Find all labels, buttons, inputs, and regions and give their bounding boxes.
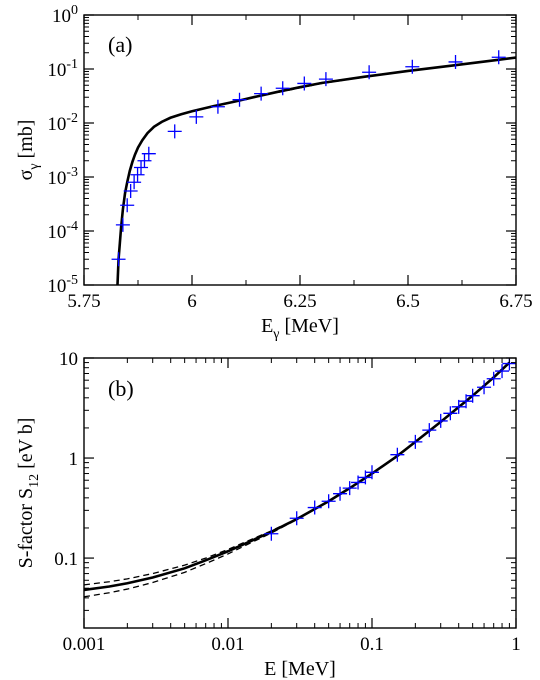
tick-base: 10 — [47, 114, 66, 135]
y-axis-title-subscript: 12 — [27, 474, 42, 488]
data-point-marker — [422, 423, 437, 438]
x-axis-title-main: E — [264, 658, 276, 680]
panel-label: (a) — [108, 32, 132, 57]
plot-frame — [83, 357, 517, 629]
data-point-marker — [297, 76, 312, 91]
data-point-marker — [365, 465, 379, 480]
tick-exponent: -4 — [66, 219, 78, 234]
y-tick-label: 10-1 — [47, 57, 78, 81]
uncertainty-band-curve — [84, 500, 329, 598]
y-axis-title-subscript: γ — [27, 163, 42, 170]
panel-label: (b) — [108, 376, 134, 401]
data-point-marker — [130, 167, 145, 182]
data-point-marker — [254, 86, 269, 101]
x-axis-title-unit: [MeV] — [279, 315, 338, 337]
data-point-marker — [275, 81, 290, 96]
y-axis-title-unit: [eV b] — [15, 418, 37, 474]
tick-base: 10 — [47, 222, 66, 243]
y-axis-title-main: σ — [15, 169, 37, 180]
data-point-marker — [318, 72, 333, 87]
data-point-marker — [443, 406, 458, 421]
data-point-marker — [333, 486, 348, 501]
data-point-marker — [111, 252, 126, 267]
x-axis-title: Eγ [MeV] — [261, 315, 339, 342]
data-point-marker — [137, 153, 152, 168]
tick-exponent: -3 — [66, 165, 78, 180]
data-point-marker — [390, 447, 405, 462]
data-point-marker — [307, 500, 322, 515]
x-tick-label: 5.75 — [67, 291, 100, 312]
x-tick-label: 0.1 — [360, 634, 384, 655]
y-tick-label: 1 — [69, 449, 79, 470]
data-point-marker — [465, 388, 480, 403]
data-point-marker — [189, 109, 204, 124]
data-point-marker — [491, 50, 506, 65]
tick-base: 10 — [47, 168, 66, 189]
y-tick-label: 10-4 — [47, 219, 78, 243]
x-tick-label: 6 — [187, 291, 197, 312]
y-tick-label: 0.1 — [54, 549, 78, 570]
tick-base: 10 — [47, 276, 66, 297]
data-point-marker — [459, 394, 474, 409]
data-point-marker — [362, 65, 377, 80]
data-point-marker — [321, 494, 336, 509]
tick-base: 10 — [47, 60, 66, 81]
data-layer — [84, 358, 516, 598]
y-tick-label: 10 — [59, 349, 78, 370]
data-point-marker — [264, 526, 279, 541]
y-tick-label: 10-5 — [47, 273, 78, 297]
data-point-marker — [134, 160, 149, 175]
x-tick-label: 1 — [511, 634, 521, 655]
data-layer — [111, 50, 516, 285]
data-point-marker — [115, 217, 130, 232]
y-axis-title-unit: [mb] — [15, 120, 37, 164]
x-tick-label: 6.5 — [396, 291, 420, 312]
data-point-marker — [433, 413, 448, 428]
panel-a-cross-section: 5.75 6 6.25 6.5 6.7510-510-410-310-210-1100E… — [15, 3, 533, 342]
data-point-marker — [120, 198, 135, 213]
tick-exponent: 0 — [71, 3, 78, 18]
uncertainty-band-curve — [278, 57, 516, 93]
data-point-marker — [405, 59, 420, 74]
x-tick-label: 6.75 — [499, 291, 532, 312]
data-point-marker — [123, 184, 138, 199]
tick-base: 10 — [52, 6, 71, 27]
panel-b-s-factor: 0.001 0.01 0.1 1 0.1 1 10 E [MeV] S-factor S12 [… — [15, 349, 521, 680]
data-point-marker — [127, 175, 142, 190]
fit-curve — [116, 56, 516, 285]
data-point-marker — [448, 54, 463, 69]
data-point-marker — [210, 99, 225, 114]
x-axis-title-main: E — [261, 315, 273, 337]
data-point-marker — [477, 380, 492, 395]
tick-exponent: -2 — [66, 111, 78, 126]
x-tick-label: 0.001 — [63, 634, 106, 655]
x-axis-title-unit: [MeV] — [276, 658, 335, 680]
data-point-marker — [342, 481, 357, 496]
data-point-marker — [167, 124, 182, 139]
y-tick-label: 10-2 — [47, 111, 78, 135]
tick-exponent: -1 — [66, 57, 78, 72]
data-point-marker — [351, 475, 366, 490]
y-axis-title: S-factor S12 [eV b] — [15, 418, 42, 569]
data-point-marker — [289, 511, 304, 526]
y-axis-title: σγ [mb] — [15, 120, 42, 181]
x-tick-label: 6.25 — [283, 291, 316, 312]
data-point-marker — [141, 146, 156, 161]
data-point-marker — [495, 364, 510, 379]
data-point-marker — [232, 92, 247, 107]
fit-curve — [84, 361, 511, 592]
data-point-marker — [451, 399, 466, 414]
tick-exponent: -5 — [66, 273, 78, 288]
data-point-marker — [486, 371, 501, 386]
x-tick-label: 0.01 — [211, 634, 244, 655]
x-axis-title: E [MeV] — [264, 658, 336, 680]
y-axis-title-main: S-factor S — [15, 488, 37, 569]
y-tick-label: 10-3 — [47, 165, 78, 189]
y-tick-label: 100 — [52, 3, 78, 27]
uncertainty-band-curve — [278, 56, 516, 92]
x-axis-title-subscript: γ — [272, 327, 279, 342]
data-point-marker — [408, 434, 423, 449]
uncertainty-band-curve — [84, 500, 329, 586]
